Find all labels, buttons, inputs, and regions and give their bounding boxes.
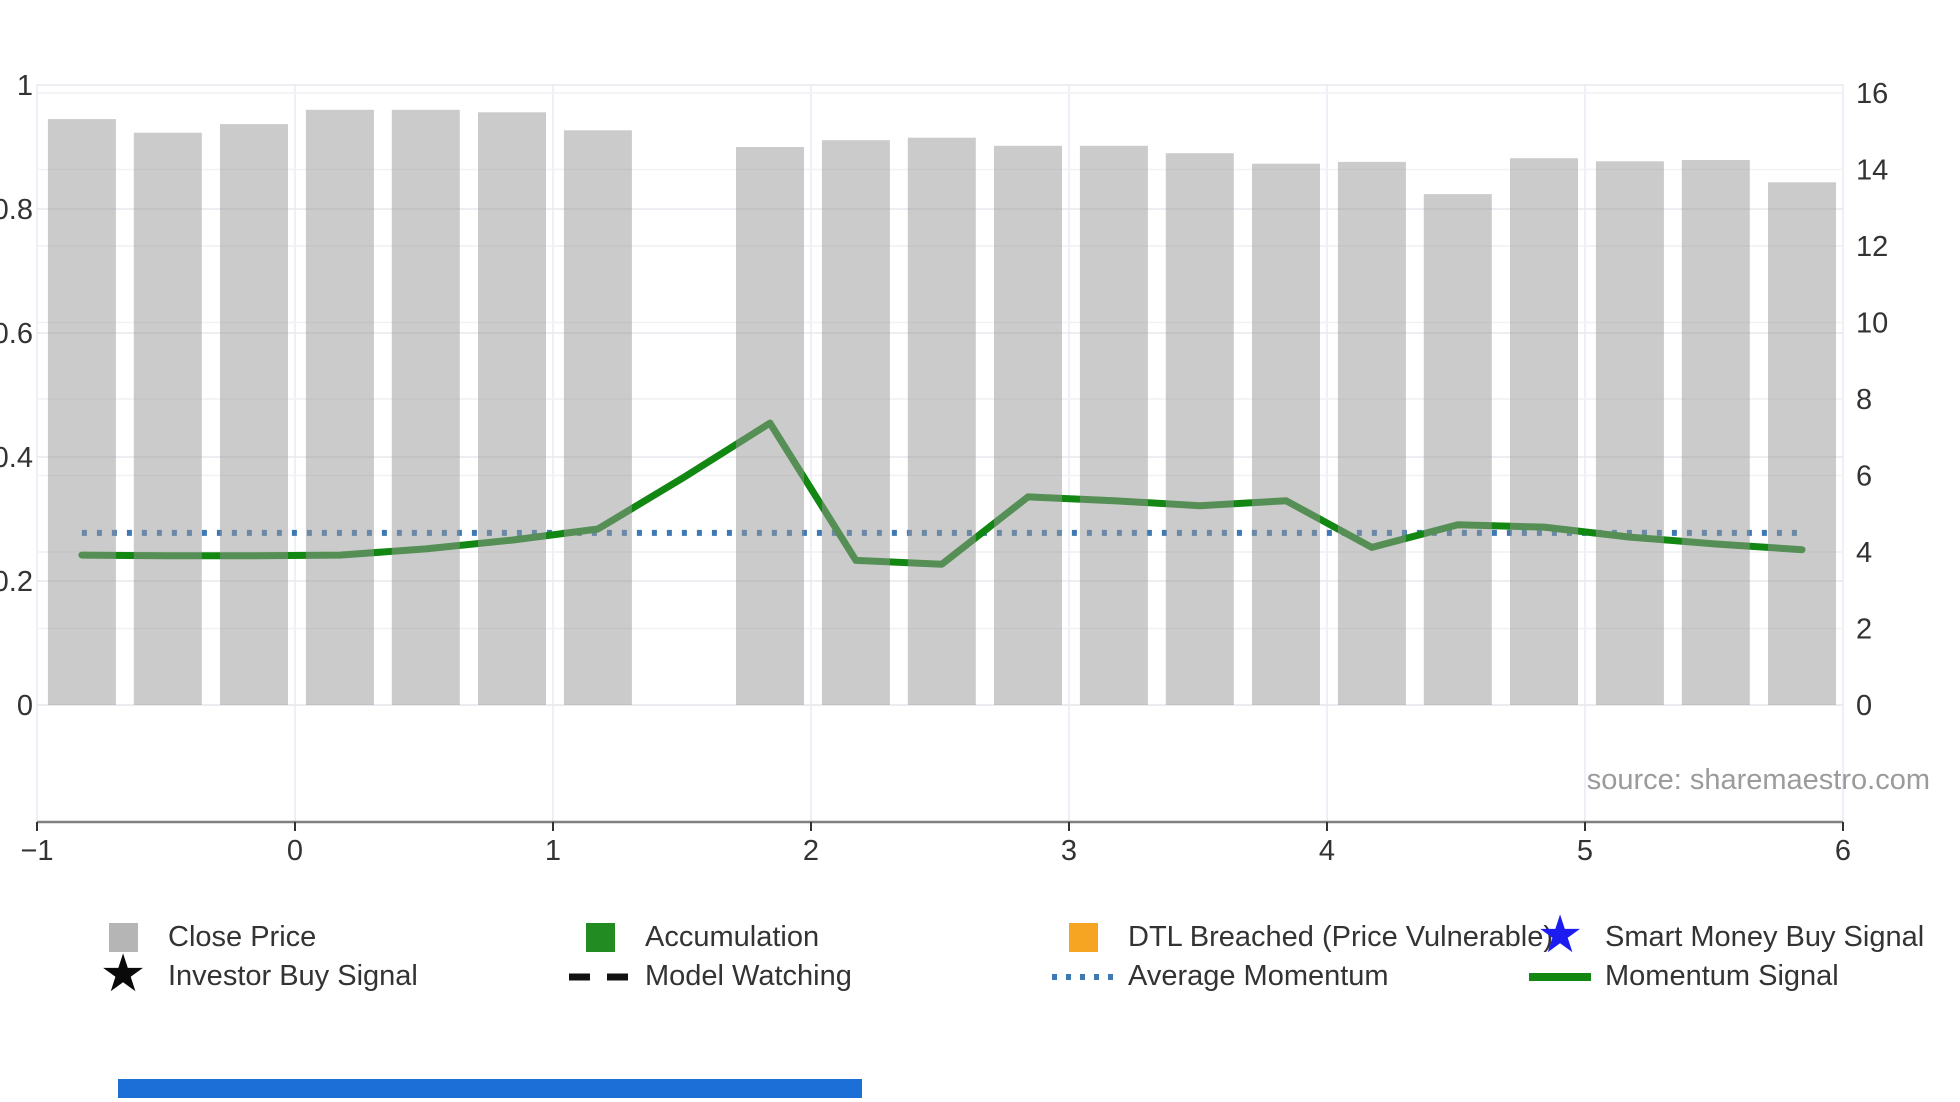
left-axis-labels: 0 0.2 0.4 0.6 0.8 1 (0, 70, 33, 722)
close-price-bar[interactable] (47, 119, 116, 706)
legend-column: ★ Smart Money Buy Signal Momentum Signal (1525, 906, 1925, 996)
close-price-bar[interactable] (305, 109, 374, 706)
x-tick-label: −1 (20, 835, 53, 867)
vertical-gridlines (36, 85, 1844, 822)
x-tick-label: 4 (1319, 835, 1335, 867)
legend-dash-swatch (569, 973, 631, 980)
left-tick-label: 0.4 (0, 442, 33, 474)
legend-item-label: Accumulation (645, 921, 820, 953)
legend-item-label: Investor Buy Signal (168, 960, 418, 992)
right-tick-label: 12 (1856, 231, 1888, 263)
close-price-bar[interactable] (1337, 161, 1406, 705)
legend-item-close-price[interactable]: Close Price (88, 918, 418, 957)
legend-icon-box (1048, 972, 1118, 982)
close-price-bar[interactable] (1681, 160, 1750, 705)
source-text: source: sharemaestro.com (1586, 764, 1930, 796)
right-tick-label: 4 (1856, 537, 1872, 569)
legend-icon-box: ★ (88, 945, 158, 1003)
legend-item-label: DTL Breached (Price Vulnerable) (1128, 921, 1553, 953)
x-tick-label: 2 (803, 835, 819, 867)
close-price-bar[interactable] (563, 130, 632, 706)
legend-item-label: Close Price (168, 921, 317, 953)
left-tick-label: 0 (17, 690, 33, 722)
legend-item-investor-buy-signal[interactable]: ★ Investor Buy Signal (88, 945, 418, 1003)
close-price-bar[interactable] (1768, 182, 1836, 706)
right-tick-label: 10 (1856, 308, 1888, 340)
close-price-bar[interactable] (1595, 161, 1664, 706)
right-tick-label: 0 (1856, 690, 1872, 722)
right-tick-label: 16 (1856, 78, 1888, 110)
close-price-bar[interactable] (736, 147, 804, 705)
legend-dotted-swatch (1052, 973, 1114, 980)
left-tick-label: 0.6 (0, 318, 33, 350)
right-tick-label: 14 (1856, 155, 1888, 187)
legend-icon-box (1525, 972, 1595, 982)
legend-icon-box: ★ (1525, 906, 1595, 964)
legend-item-label: Smart Money Buy Signal (1605, 921, 1925, 953)
x-axis-ticks: −1 0 1 2 3 4 5 6 (20, 822, 1851, 867)
right-tick-label: 6 (1856, 461, 1872, 493)
x-tick-label: 1 (545, 835, 561, 867)
legend-item-label: Momentum Signal (1605, 960, 1839, 992)
legend-item-smart-money-buy-signal[interactable]: ★ Smart Money Buy Signal (1525, 906, 1925, 964)
bottom-blue-bar (118, 1079, 862, 1098)
close-price-bar[interactable] (220, 124, 288, 706)
legend-item-momentum-signal[interactable]: Momentum Signal (1525, 957, 1924, 996)
x-tick-label: 3 (1061, 835, 1077, 867)
x-tick-label: 6 (1835, 835, 1851, 867)
legend-column: DTL Breached (Price Vulnerable) Average M… (1048, 918, 1553, 996)
close-price-bar[interactable] (391, 109, 460, 706)
legend-square-swatch (585, 923, 615, 952)
legend-column: Accumulation Model Watching (565, 918, 852, 996)
close-price-bar[interactable] (1510, 158, 1578, 705)
close-price-bar[interactable] (133, 132, 202, 705)
close-price-bar[interactable] (1423, 194, 1492, 705)
close-price-bar[interactable] (907, 137, 976, 705)
close-price-bars (47, 109, 1836, 706)
legend-star-icon: ★ (1536, 906, 1584, 964)
close-price-bar[interactable] (994, 145, 1062, 706)
left-tick-label: 1 (17, 70, 33, 102)
x-tick-label: 5 (1577, 835, 1593, 867)
close-price-bar[interactable] (1079, 145, 1148, 706)
legend-icon-box (88, 923, 158, 952)
legend-item-dtl-breached-price-vulnerable[interactable]: DTL Breached (Price Vulnerable) (1048, 918, 1553, 957)
legend-item-model-watching[interactable]: Model Watching (565, 957, 852, 996)
legend-column: Close Price ★ Investor Buy Signal (88, 918, 418, 1003)
close-price-bar[interactable] (1165, 153, 1234, 705)
legend-item-average-momentum[interactable]: Average Momentum (1048, 957, 1553, 996)
legend-item-label: Model Watching (645, 960, 852, 992)
legend: Close Price ★ Investor Buy Signal Accumulat… (0, 906, 1960, 1003)
legend-icon-box (565, 972, 635, 982)
legend-item-label: Average Momentum (1128, 960, 1389, 992)
close-price-bar[interactable] (1252, 163, 1320, 705)
legend-line-swatch (1529, 972, 1591, 981)
legend-icon-box (1048, 923, 1118, 952)
right-axis-labels: 0 2 4 6 8 10 12 14 16 (1856, 78, 1888, 722)
left-tick-label: 0.2 (0, 566, 33, 598)
x-tick-label: 0 (287, 835, 303, 867)
legend-square-swatch (108, 923, 138, 952)
right-tick-label: 8 (1856, 384, 1872, 416)
legend-star-icon: ★ (99, 945, 147, 1003)
legend-square-swatch (1068, 923, 1098, 952)
left-tick-label: 0.8 (0, 194, 33, 226)
close-price-bar[interactable] (478, 112, 546, 706)
right-tick-label: 2 (1856, 614, 1872, 646)
legend-icon-box (565, 923, 635, 952)
close-price-bar[interactable] (821, 140, 890, 705)
legend-item-accumulation[interactable]: Accumulation (565, 918, 852, 957)
